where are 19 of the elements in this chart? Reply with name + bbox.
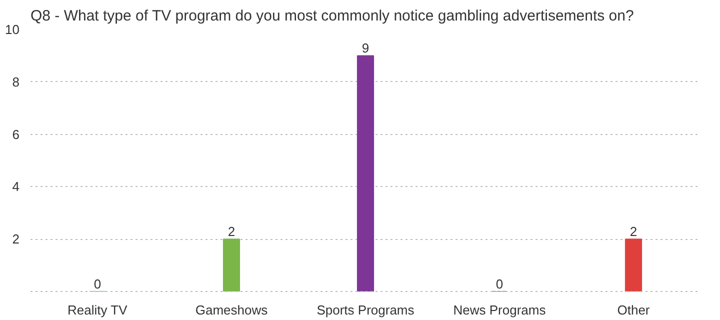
data-label: 0	[496, 276, 504, 292]
data-label: 2	[228, 224, 236, 240]
y-tick-label: 4	[12, 179, 20, 194]
bar	[222, 238, 240, 292]
x-tick-label: Other	[617, 302, 650, 318]
data-label: 2	[630, 224, 638, 240]
bar	[356, 55, 374, 292]
x-tick-label: Reality TV	[68, 302, 128, 318]
chart-title: Q8 - What type of TV program do you most commonly notice gambling advertisements on?	[30, 8, 634, 24]
x-tick-label: Sports Programs	[316, 302, 415, 318]
y-tick-label: 10	[5, 22, 20, 37]
y-tick-label: 6	[12, 126, 20, 142]
x-tick-label: News Programs	[453, 302, 546, 318]
y-tick-label: 2	[12, 232, 20, 247]
y-tick-label: 8	[12, 74, 20, 90]
data-label: 0	[94, 276, 102, 292]
bar	[624, 238, 642, 292]
data-label: 9	[362, 40, 370, 56]
x-tick-label: Gameshows	[195, 302, 268, 318]
